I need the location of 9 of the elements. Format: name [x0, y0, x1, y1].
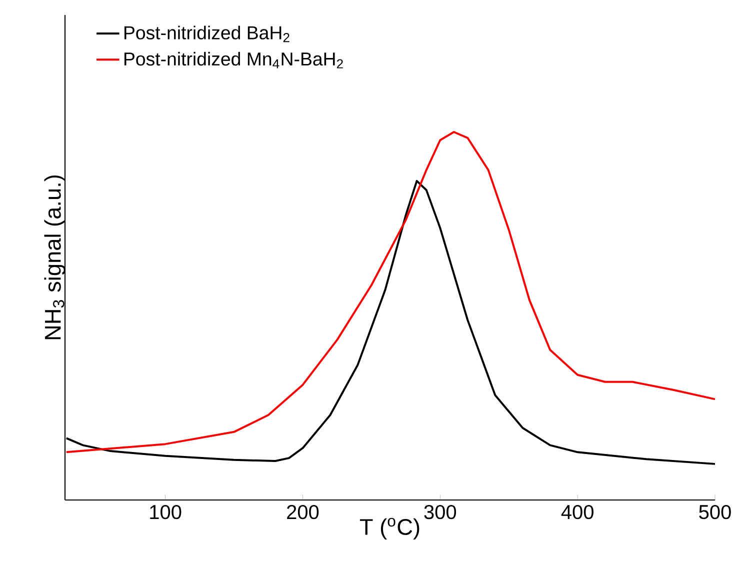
x-tick-label: 400 [561, 504, 594, 520]
legend-label: Post-nitridized BaH$_{2}$ [124, 26, 290, 42]
y-axis-title: NH$_{3}$ signal (a.u.) [44, 175, 66, 340]
x-tick-label: 300 [424, 504, 456, 520]
x-tick-label: 100 [150, 504, 182, 520]
legend-label: Post-nitridized Mn$_{4}$N-BaH$_{2}$ [124, 52, 343, 68]
x-tick-label: 200 [287, 504, 319, 520]
x-tick-label: 500 [699, 504, 731, 520]
x-axis-title: T ($^{o}$C) [360, 518, 420, 540]
